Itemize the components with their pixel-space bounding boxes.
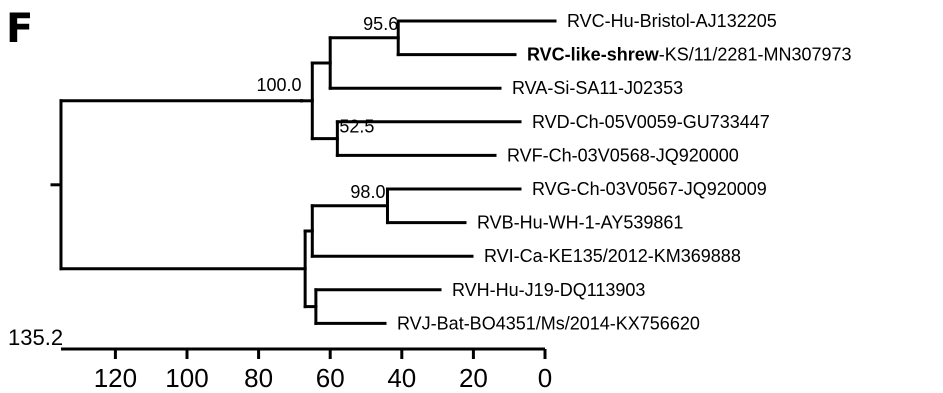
tip-label-text: RVB-Hu-WH-1-AY539861 — [477, 213, 683, 233]
tip-label-text: RVF-Ch-03V0568-JQ920000 — [507, 145, 739, 165]
tree-branches — [50, 19, 557, 325]
time-axis: 135.2 120 100 80 60 40 20 0 — [8, 325, 552, 393]
tip-label-t2: RVC-like-shrew-KS/11/2281-MN307973 — [527, 45, 852, 65]
axis-tick-label-80: 80 — [244, 363, 273, 393]
support-value-n_top_root: 100.0 — [257, 75, 302, 95]
tip-label-t6: RVG-Ch-03V0567-JQ920009 — [532, 179, 767, 199]
support-value-n_c_clade: 95.6 — [363, 14, 398, 34]
tip-label-text: RVI-Ca-KE135/2012-KM369888 — [484, 246, 741, 266]
tip-label-t5: RVF-Ch-03V0568-JQ920000 — [507, 145, 739, 165]
panel-label: F — [6, 6, 33, 52]
tip-label-t1: RVC-Hu-Bristol-AJ132205 — [567, 11, 777, 31]
tip-label-t10: RVJ-Bat-BO4351/Ms/2014-KX756620 — [397, 313, 700, 333]
tip-label-t3: RVA-Si-SA11-J02353 — [512, 78, 683, 98]
support-values: 95.6 100.0 52.5 98.0 — [257, 14, 399, 202]
support-value-n_gb: 98.0 — [350, 182, 385, 202]
tip-label-bold-prefix: RVC-like-shrew — [527, 45, 660, 65]
tip-label-text: RVG-Ch-03V0567-JQ920009 — [532, 179, 767, 199]
axis-max-label: 135.2 — [8, 325, 63, 350]
tip-label-t7: RVB-Hu-WH-1-AY539861 — [477, 213, 683, 233]
axis-tick-label-40: 40 — [387, 363, 416, 393]
tip-label-text: RVJ-Bat-BO4351/Ms/2014-KX756620 — [397, 313, 700, 333]
support-value-n_df: 52.5 — [339, 117, 374, 137]
tip-label-t9: RVH-Hu-J19-DQ113903 — [452, 280, 645, 300]
tip-label-text: -KS/11/2281-MN307973 — [659, 45, 852, 65]
axis-tick-label-0: 0 — [538, 363, 552, 393]
axis-tick-label-20: 20 — [459, 363, 488, 393]
tip-labels: RVC-Hu-Bristol-AJ132205 RVC-like-shrew-KS… — [397, 11, 852, 333]
axis-tick-label-100: 100 — [165, 363, 208, 393]
tip-label-text: RVC-Hu-Bristol-AJ132205 — [567, 11, 777, 31]
axis-tick-label-60: 60 — [316, 363, 345, 393]
tip-label-text: RVD-Ch-05V0059-GU733447 — [532, 112, 770, 132]
axis-tick-label-120: 120 — [94, 363, 137, 393]
tip-label-text: RVA-Si-SA11-J02353 — [512, 78, 683, 98]
tip-label-text: RVH-Hu-J19-DQ113903 — [452, 280, 645, 300]
tip-label-t4: RVD-Ch-05V0059-GU733447 — [532, 112, 770, 132]
tip-label-t8: RVI-Ca-KE135/2012-KM369888 — [484, 246, 741, 266]
